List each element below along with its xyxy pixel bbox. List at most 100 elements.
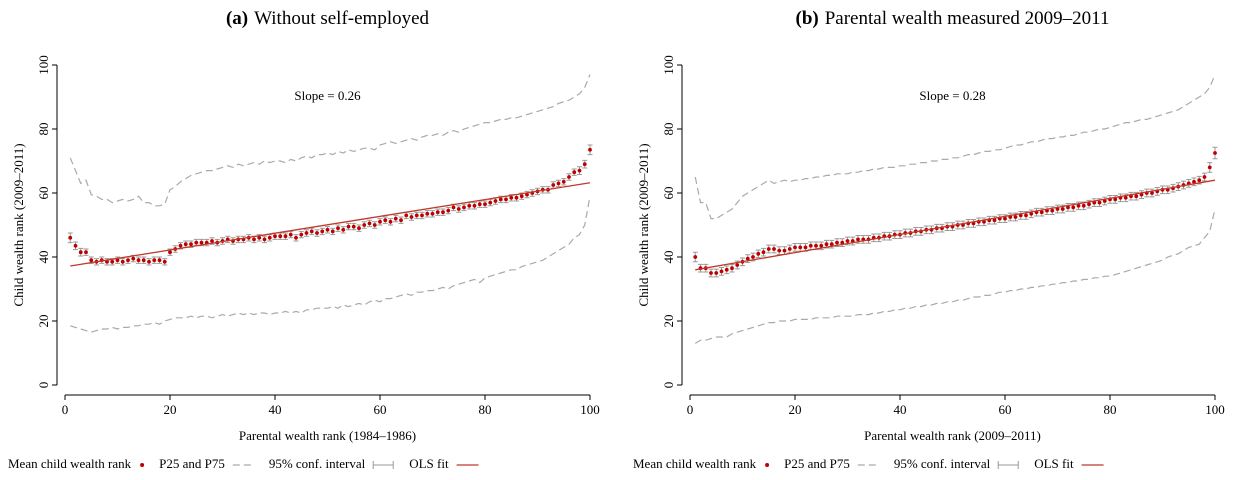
mean-point (336, 226, 340, 231)
mean-point (357, 226, 361, 231)
mean-point (1150, 191, 1154, 195)
legend-label: Mean child wealth rank (8, 456, 132, 471)
chart-title: (b) Parental wealth measured 2009–2011 (796, 8, 1110, 29)
annotation: Slope = 0.26 (294, 88, 361, 103)
mean-point (1039, 210, 1044, 215)
title-text: Without self-employed (254, 8, 429, 29)
mean-point (367, 221, 372, 226)
x-tick-label: 100 (1205, 402, 1225, 417)
mean-point (141, 258, 146, 263)
y-tick-label: 60 (36, 187, 51, 200)
mean-point (330, 229, 335, 234)
mean-point (498, 197, 503, 202)
legend-symbol (765, 463, 770, 467)
legend-label: 95% conf. interval (894, 456, 991, 471)
mean-point (1071, 205, 1076, 210)
mean-point (572, 170, 577, 175)
legend-symbol (140, 463, 145, 467)
mean-point (1081, 203, 1086, 208)
mean-point (147, 259, 151, 264)
mean-point (840, 240, 845, 245)
mean-point (325, 227, 330, 232)
mean-point (803, 245, 808, 250)
mean-point (982, 219, 986, 224)
mean-point (189, 242, 193, 247)
x-tick-label: 20 (789, 402, 802, 417)
percentile-line (70, 196, 591, 333)
mean-point (267, 235, 272, 240)
mean-point (68, 235, 73, 240)
y-tick-label: 0 (36, 382, 51, 389)
mean-point (157, 258, 162, 263)
mean-point (425, 211, 430, 216)
mean-point (414, 213, 419, 218)
mean-point (1029, 211, 1034, 216)
annotation: Slope = 0.28 (919, 88, 985, 103)
mean-point (451, 205, 456, 210)
y-axis-label: Child wealth rank (2009–2011) (636, 143, 651, 306)
mean-point (787, 247, 792, 251)
mean-point (829, 242, 834, 247)
mean-point (430, 211, 435, 216)
mean-point (262, 237, 267, 242)
mean-point (346, 224, 351, 229)
mean-point (84, 250, 88, 255)
legend-label: OLS fit (409, 456, 449, 471)
mean-point (378, 219, 382, 224)
x-tick-label: 80 (479, 402, 492, 417)
mean-point (845, 239, 850, 243)
mean-point (1102, 199, 1107, 203)
y-tick-label: 60 (661, 187, 676, 200)
mean-point (714, 271, 719, 275)
mean-point (399, 218, 403, 223)
mean-point (777, 248, 782, 253)
mean-point (808, 243, 813, 248)
mean-point (798, 245, 803, 250)
ols-fit (70, 182, 591, 267)
mean-point (168, 250, 172, 255)
ols-fit (695, 179, 1216, 271)
mean-point (756, 251, 761, 256)
mean-point (126, 258, 130, 263)
y-tick-label: 100 (661, 55, 676, 75)
mean-point (446, 208, 451, 213)
mean-point (257, 235, 262, 240)
mean-point (693, 255, 698, 259)
mean-point (110, 259, 115, 264)
mean-point (561, 179, 566, 184)
percentile-line (694, 208, 1216, 344)
mean-point (751, 255, 755, 259)
mean-point (315, 231, 319, 235)
mean-point (1197, 178, 1202, 183)
mean-point (1013, 215, 1018, 219)
y-tick-label: 40 (36, 251, 51, 264)
mean-point (835, 240, 839, 245)
x-tick-label: 40 (894, 402, 907, 417)
mean-point (719, 269, 724, 274)
mean-point (1134, 194, 1139, 199)
mean-point (1202, 175, 1207, 179)
mean-point (383, 218, 388, 223)
percentile-line (69, 74, 591, 207)
mean-point (519, 194, 524, 199)
mean-point (199, 240, 204, 245)
mean-point (1207, 165, 1212, 170)
legend-label: 95% conf. interval (269, 456, 366, 471)
mean-point (772, 247, 776, 251)
mean-point (514, 195, 519, 200)
mean-point (483, 202, 487, 207)
mean-point (288, 232, 293, 237)
mean-point (814, 243, 818, 248)
mean-point (488, 200, 493, 205)
mean-point (388, 219, 393, 224)
mean-point (1097, 200, 1102, 205)
x-tick-label: 60 (999, 402, 1012, 417)
mean-point (89, 258, 94, 263)
mean-point (819, 243, 824, 248)
mean-point (1087, 202, 1091, 207)
mean-point (509, 195, 514, 200)
x-tick-label: 40 (269, 402, 282, 417)
mean-point (567, 175, 571, 179)
legend-label: OLS fit (1034, 456, 1074, 471)
mean-point (766, 247, 771, 251)
